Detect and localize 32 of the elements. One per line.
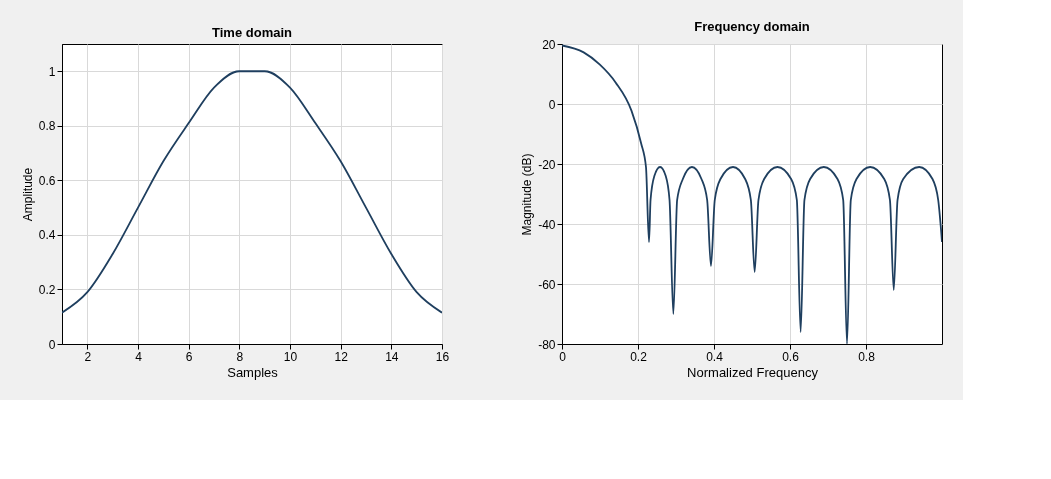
y-axis-title: Amplitude [20,167,35,222]
x-tick-label: 0.4 [706,349,724,364]
y-axis-title: Magnitude (dB) [520,153,535,236]
x-tick-label: 16 [435,349,450,364]
y-tick-label: -80 [538,337,556,352]
x-tick-label: 0.6 [782,349,800,364]
x-tick-label: 0.2 [630,349,648,364]
y-tick-label: 0.8 [38,119,56,134]
y-tick-label: -20 [538,157,556,172]
x-tick-label: 4 [135,349,143,364]
chart-title: Frequency domain [694,19,810,34]
line-series [62,70,442,314]
y-tick-label: 0.4 [38,228,56,243]
y-tick-label: 0 [48,337,56,352]
x-tick-label: 14 [385,349,399,364]
y-tick-label: -60 [538,277,556,292]
x-tick-label: 0 [559,349,567,364]
y-tick-label: -40 [538,217,556,232]
y-tick-label: 1 [48,64,56,79]
x-tick-label: 6 [185,349,193,364]
x-axis-title: Normalized Frequency [687,364,819,380]
x-tick-label: 8 [236,349,244,364]
y-tick-label: 20 [542,37,556,52]
x-tick-label: 2 [84,349,92,364]
x-axis-title: Samples [227,364,279,380]
chart-title: Time domain [212,25,293,40]
y-tick-label: 0.2 [38,282,56,297]
x-tick-label: 10 [283,349,298,364]
y-tick-label: 0.6 [38,173,56,188]
x-tick-label: 0.8 [858,349,876,364]
x-tick-label: 12 [334,349,349,364]
y-tick-label: 0 [548,97,556,112]
